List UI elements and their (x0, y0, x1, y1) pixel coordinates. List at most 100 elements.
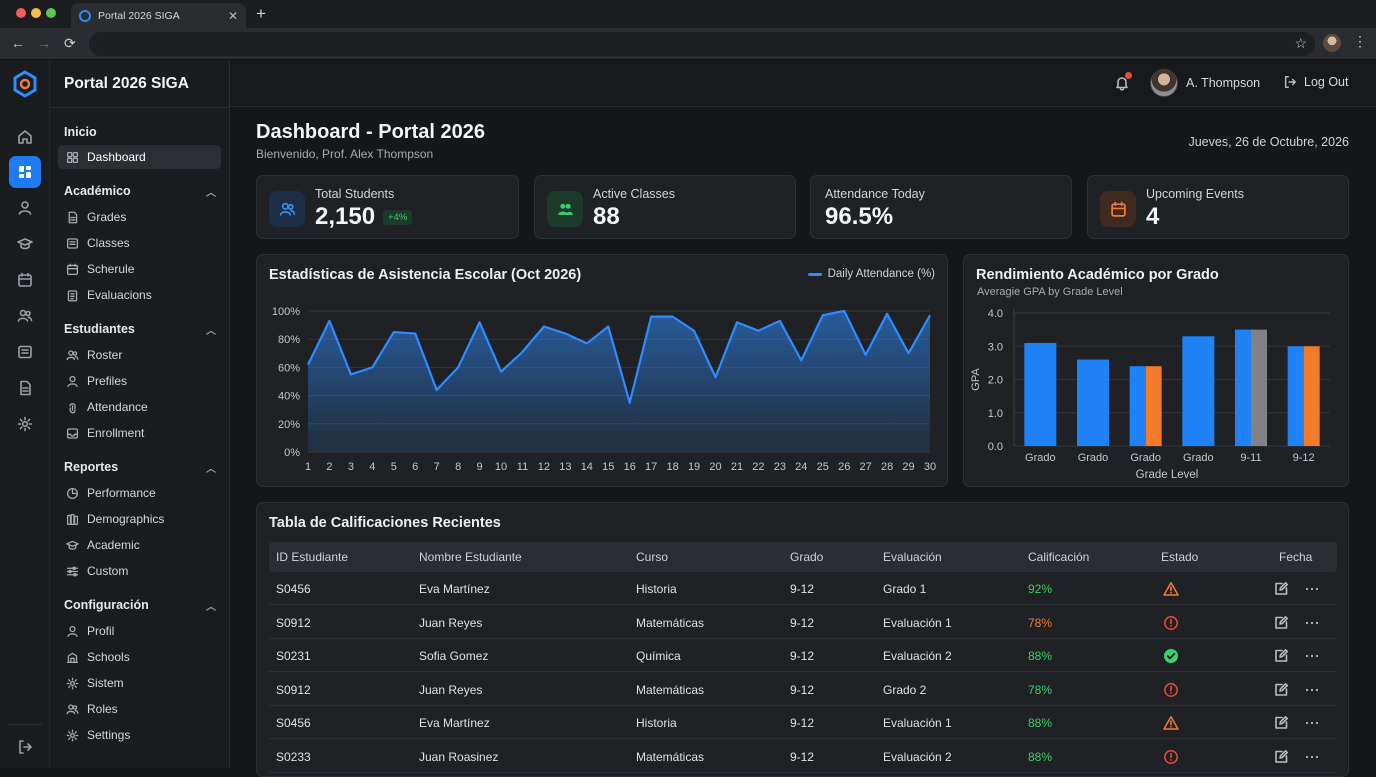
edit-icon[interactable] (1273, 615, 1289, 631)
rail-user-icon[interactable] (9, 192, 41, 224)
gpa-bar[interactable] (1235, 329, 1251, 446)
edit-icon[interactable] (1273, 749, 1289, 765)
data-point[interactable] (928, 313, 933, 318)
th-student-name[interactable]: Nombre Estudiante (419, 550, 522, 564)
stat-card-upcoming-events[interactable]: Upcoming Events 4 (1087, 175, 1349, 239)
data-point[interactable] (348, 372, 353, 377)
rail-gear-icon[interactable] (9, 408, 41, 440)
section-estudiantes[interactable]: Estudiantes ︿ (64, 322, 216, 337)
data-point[interactable] (499, 369, 504, 374)
data-point[interactable] (692, 328, 697, 333)
sidebar-item-roles[interactable]: Roles (58, 697, 221, 721)
sidebar-item-dashboard[interactable]: Dashboard (58, 145, 221, 169)
browser-tab[interactable]: Portal 2026 SIGA ✕ (71, 3, 246, 28)
sidebar-item-settings[interactable]: Settings (58, 723, 221, 747)
gpa-bar-chart[interactable]: 0.0 1.0 2.0 3.0 4.0 Grado Grado Grado Grado 9-11 9… (964, 255, 1350, 488)
edit-icon[interactable] (1273, 715, 1289, 731)
rail-list-icon[interactable] (9, 336, 41, 368)
back-icon[interactable]: ← (11, 35, 25, 51)
gpa-bar[interactable] (1077, 359, 1109, 446)
sidebar-item-attendance[interactable]: Attendance (58, 395, 221, 419)
sidebar-item-custom[interactable]: Custom (58, 559, 221, 583)
section-academico[interactable]: Académico ︿ (64, 184, 216, 199)
user-avatar[interactable] (1150, 69, 1178, 97)
stat-card-active-classes[interactable]: Active Classes 88 (534, 175, 796, 239)
th-grade[interactable]: Grado (790, 550, 824, 564)
data-point[interactable] (756, 328, 761, 333)
data-point[interactable] (713, 375, 718, 380)
gpa-bar[interactable] (1287, 346, 1304, 446)
data-point[interactable] (327, 318, 332, 323)
data-point[interactable] (456, 365, 461, 370)
data-point[interactable] (906, 351, 911, 356)
sidebar-item-academic[interactable]: Academic (58, 533, 221, 557)
gpa-bar[interactable] (1024, 342, 1057, 446)
reload-icon[interactable]: ⟳ (64, 35, 76, 51)
data-point[interactable] (520, 349, 525, 354)
gpa-bar[interactable] (1182, 336, 1215, 446)
rail-calendar-icon[interactable] (9, 264, 41, 296)
gpa-bar-secondary[interactable] (1303, 346, 1320, 446)
more-icon[interactable] (1304, 615, 1320, 631)
chevron-up-icon[interactable]: ︿ (206, 464, 216, 475)
sidebar-item-grades[interactable]: Grades (58, 205, 221, 229)
data-point[interactable] (306, 362, 311, 367)
stat-card-attendance-today[interactable]: Attendance Today 96.5% (810, 175, 1072, 239)
sidebar-item-enrollment[interactable]: Enrollment (58, 421, 221, 445)
user-name[interactable]: A. Thompson (1186, 76, 1261, 90)
sidebar-item-schools[interactable]: Schools (58, 645, 221, 669)
chevron-up-icon[interactable]: ︿ (206, 326, 216, 337)
section-configuracion[interactable]: Configuración ︿ (64, 598, 216, 613)
stat-card-total-students[interactable]: Total Students 2,150 +4% (256, 175, 519, 239)
data-point[interactable] (820, 313, 825, 318)
data-point[interactable] (391, 330, 396, 335)
th-student-id[interactable]: ID Estudiante (276, 550, 349, 564)
data-point[interactable] (413, 331, 418, 336)
data-point[interactable] (563, 331, 568, 336)
sidebar-item-performance[interactable]: Performance (58, 481, 221, 505)
gpa-bar-secondary[interactable] (1145, 366, 1162, 446)
maximize-window-button[interactable] (46, 8, 56, 18)
rail-file-icon[interactable] (9, 372, 41, 404)
gpa-bar-secondary[interactable] (1251, 329, 1267, 446)
more-icon[interactable] (1304, 749, 1320, 765)
more-icon[interactable] (1304, 715, 1320, 731)
data-point[interactable] (541, 324, 546, 329)
address-bar[interactable]: ☆ (89, 32, 1315, 56)
attendance-area-chart[interactable]: 0%20%40%60%80%100%1 2 3 4 5 6 7 8 9 10 11 12 13 14 15 1… (257, 255, 949, 488)
logout-button[interactable]: Log Out (1283, 75, 1348, 89)
data-point[interactable] (370, 365, 375, 370)
forward-icon[interactable]: → (37, 35, 51, 51)
browser-menu-icon[interactable]: ⋮ (1353, 33, 1367, 49)
sidebar-item-evaluations[interactable]: Evaluacions (58, 283, 221, 307)
data-point[interactable] (863, 352, 868, 357)
th-score[interactable]: Calificación (1028, 550, 1090, 564)
sidebar-item-classes[interactable]: Classes (58, 231, 221, 255)
data-point[interactable] (777, 318, 782, 323)
rail-home-icon[interactable] (9, 121, 41, 153)
data-point[interactable] (799, 358, 804, 363)
edit-icon[interactable] (1273, 648, 1289, 664)
browser-profile-avatar[interactable] (1323, 34, 1341, 52)
rail-dashboard-icon[interactable] (9, 156, 41, 188)
th-evaluation[interactable]: Evaluación (883, 550, 942, 564)
data-point[interactable] (885, 311, 890, 316)
data-point[interactable] (434, 387, 439, 392)
new-tab-button[interactable]: + (256, 4, 266, 23)
data-point[interactable] (670, 314, 675, 319)
data-point[interactable] (842, 309, 847, 314)
minimize-window-button[interactable] (31, 8, 41, 18)
th-date[interactable]: Fecha (1279, 550, 1313, 564)
rail-cap-icon[interactable] (9, 228, 41, 260)
close-window-button[interactable] (16, 8, 26, 18)
more-icon[interactable] (1304, 648, 1320, 664)
gpa-bar[interactable] (1129, 366, 1146, 446)
sidebar-item-schedule[interactable]: Scherule (58, 257, 221, 281)
data-point[interactable] (627, 400, 632, 405)
chart-legend[interactable]: Daily Attendance (%) (807, 268, 935, 280)
chevron-up-icon[interactable]: ︿ (206, 188, 216, 199)
data-point[interactable] (477, 320, 482, 325)
sidebar-item-profile[interactable]: Profil (58, 619, 221, 643)
table-row[interactable]: S0912 Juan Reyes Matemáticas 9-12 Evaluación… (269, 606, 1337, 639)
bookmark-star-icon[interactable]: ☆ (1294, 35, 1307, 51)
